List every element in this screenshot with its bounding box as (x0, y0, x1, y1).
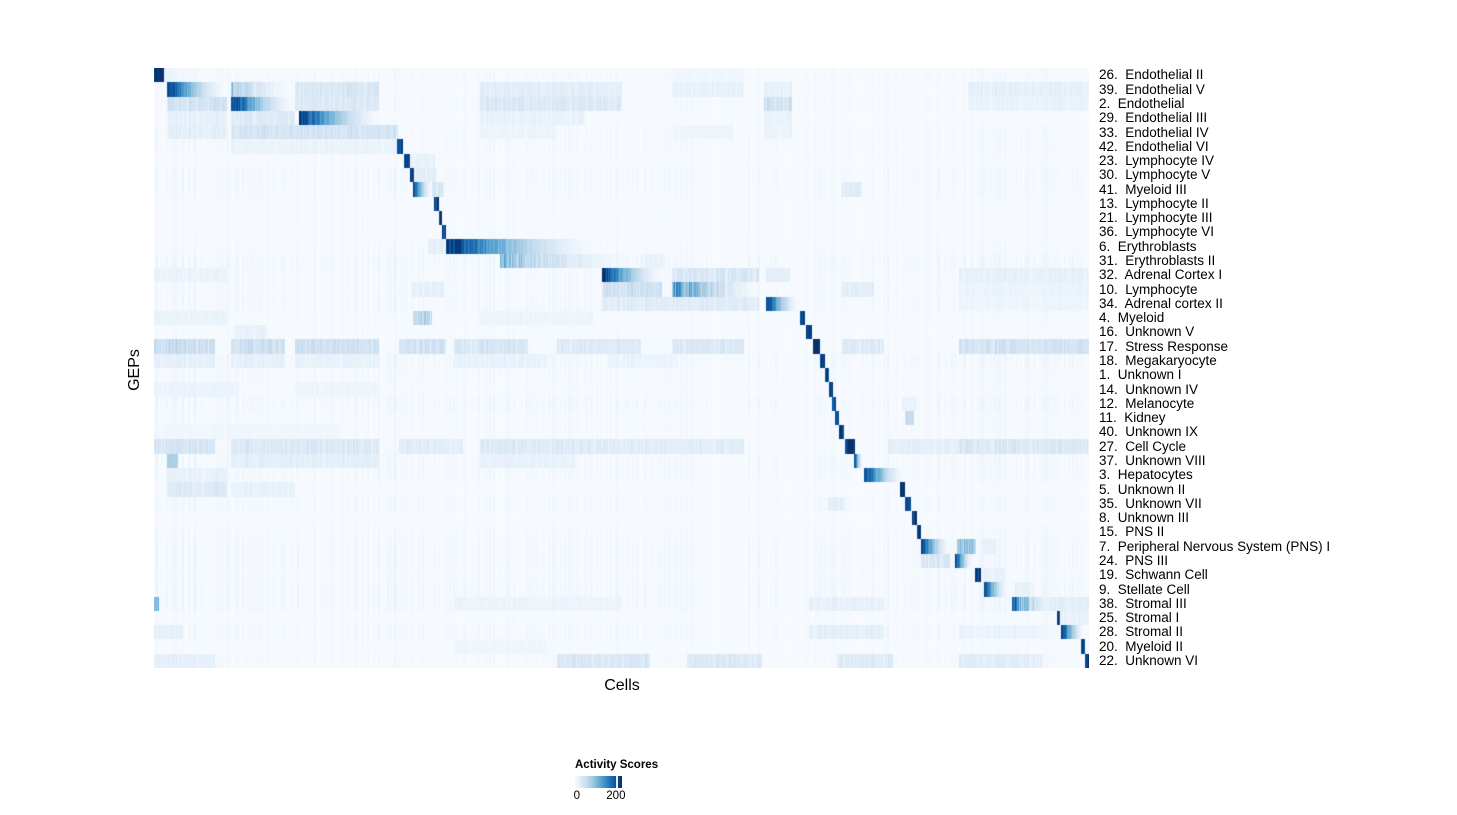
y-axis-label: GEPs (126, 349, 143, 391)
gep-row-label: 16. Unknown V (1099, 324, 1195, 340)
legend-tick-mark (615, 776, 618, 788)
gep-row-label: 37. Unknown VIII (1099, 452, 1206, 468)
gep-row-label: 28. Stromal II (1099, 624, 1184, 640)
legend-gradient-bar (575, 776, 622, 788)
gep-row-label: 29. Endothelial III (1099, 110, 1208, 126)
legend-title: Activity Scores (575, 759, 659, 771)
gep-row-label: 1. Unknown I (1099, 367, 1182, 383)
gep-row-label: 13. Lymphocyte II (1099, 195, 1209, 211)
gep-row-label: 15. PNS II (1099, 524, 1165, 540)
gep-row-label: 9. Stellate Cell (1099, 581, 1190, 597)
x-axis-label: Cells (604, 677, 640, 694)
gep-row-label: 2. Endothelial (1099, 95, 1185, 111)
gep-row-label: 11. Kidney (1099, 410, 1166, 426)
gep-row-label: 36. Lymphocyte VI (1099, 224, 1215, 240)
gep-row-label: 25. Stromal I (1099, 610, 1180, 626)
gep-row-label: 40. Unknown IX (1099, 424, 1199, 440)
gep-row-label: 20. Myeloid II (1099, 638, 1184, 654)
gep-row-label: 23. Lymphocyte IV (1099, 153, 1215, 169)
gep-row-label: 26. Endothelial II (1099, 67, 1204, 83)
legend-tick-label-0: 0 (573, 790, 581, 802)
gep-row-label: 10. Lymphocyte (1099, 281, 1198, 297)
gep-row-label: 14. Unknown IV (1099, 381, 1199, 397)
gep-row-label: 30. Lymphocyte V (1099, 167, 1211, 183)
gep-row-label: 39. Endothelial V (1099, 81, 1205, 97)
gep-row-label: 34. Adrenal cortex II (1099, 295, 1223, 311)
legend: Activity Scores 0 200 (573, 759, 695, 804)
gep-row-label: 27. Cell Cycle (1099, 438, 1187, 454)
gep-row-label: 5. Unknown II (1099, 481, 1186, 497)
gep-row-label: 24. PNS III (1099, 552, 1169, 568)
gep-row-label: 19. Schwann Cell (1099, 567, 1208, 583)
gep-row-label: 3. Hepatocytes (1099, 467, 1193, 483)
row-labels: 26. Endothelial II 39. Endothelial V 2. En… (1099, 68, 1455, 668)
gep-row-label: 42. Endothelial VI (1099, 138, 1209, 154)
gep-row-label: 7. Peripheral Nervous System (PNS) I (1099, 538, 1331, 554)
gep-row-label: 6. Erythroblasts (1099, 238, 1197, 254)
gep-row-label: 17. Stress Response (1099, 338, 1229, 354)
heatmap-canvas (154, 68, 1089, 668)
legend-tick-label-200: 200 (606, 790, 626, 802)
gep-row-label: 32. Adrenal Cortex I (1099, 267, 1223, 283)
legend-tick-labels: 0 200 (573, 790, 626, 804)
gep-row-label: 12. Melanocyte (1099, 395, 1195, 411)
gep-row-label: 21. Lymphocyte III (1099, 210, 1213, 226)
gep-row-label: 31. Erythroblasts II (1099, 253, 1216, 269)
gep-row-label: 41. Myeloid III (1099, 181, 1187, 197)
gep-row-label: 4. Myeloid (1099, 310, 1165, 326)
gep-row-label: 38. Stromal III (1099, 595, 1187, 611)
gep-row-label: 22. Unknown VI (1099, 652, 1199, 668)
gep-row-label: 33. Endothelial IV (1099, 124, 1209, 140)
gep-row-label: 8. Unknown III (1099, 510, 1190, 526)
gep-row-label: 18. Megakaryocyte (1099, 353, 1217, 369)
gep-row-label: 35. Unknown VII (1099, 495, 1202, 511)
